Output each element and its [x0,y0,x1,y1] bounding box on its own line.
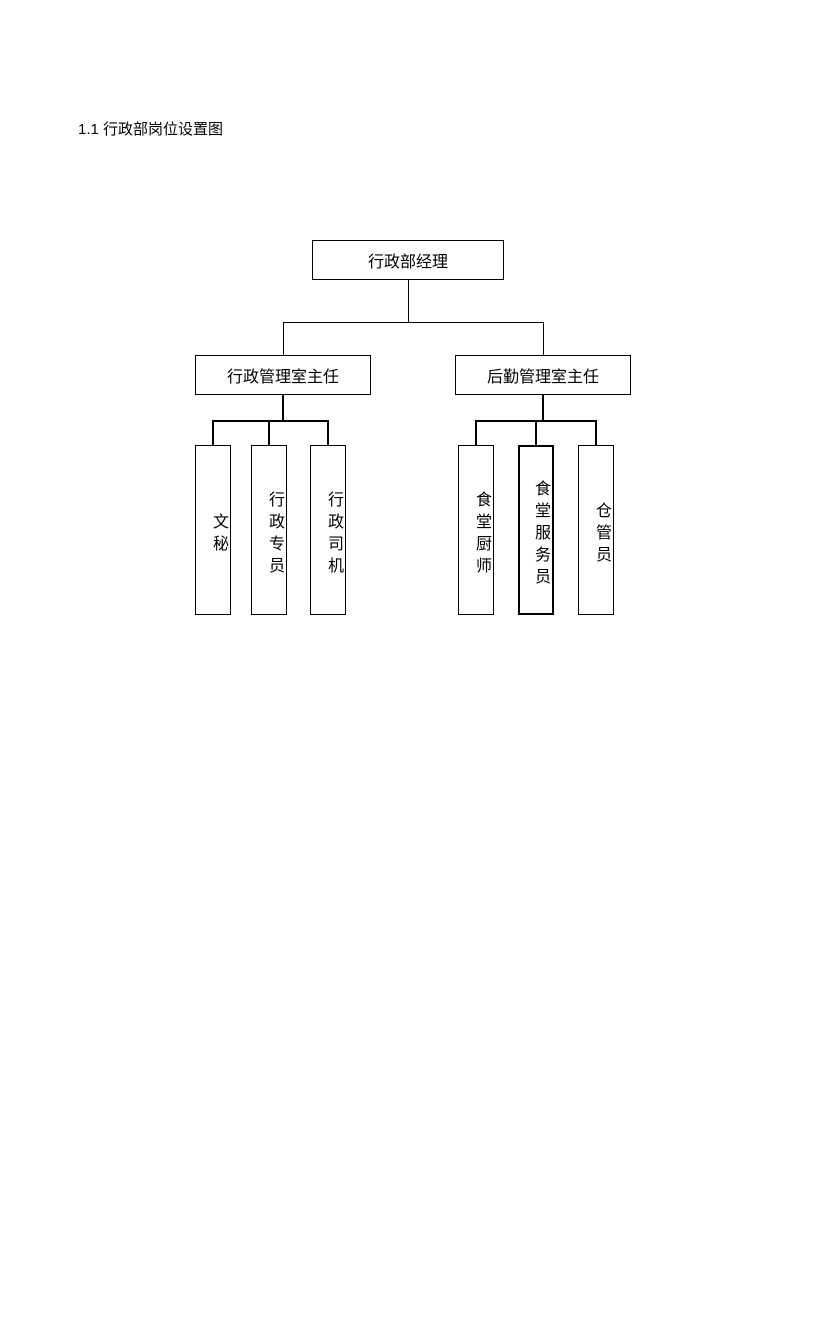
connector [595,420,597,445]
connector [268,420,270,445]
node-admin-driver: 行政司机 [310,445,346,615]
connector [327,420,329,445]
node-root: 行政部经理 [312,240,504,280]
node-chef: 食堂厨师 [458,445,494,615]
connector [543,322,544,355]
connector [212,420,214,445]
page-title: 1.1 行政部岗位设置图 [78,118,223,139]
connector [535,420,537,445]
connector [283,322,284,355]
connector [282,395,284,420]
node-secretary: 文秘 [195,445,231,615]
connector [475,420,477,445]
node-admin-head: 行政管理室主任 [195,355,371,395]
connector [212,420,329,422]
node-admin-specialist: 行政专员 [251,445,287,615]
connector [408,280,409,322]
node-waiter: 食堂服务员 [518,445,554,615]
connector [283,322,543,323]
node-warehouse: 仓管员 [578,445,614,615]
node-logistics-head: 后勤管理室主任 [455,355,631,395]
connector [542,395,544,420]
